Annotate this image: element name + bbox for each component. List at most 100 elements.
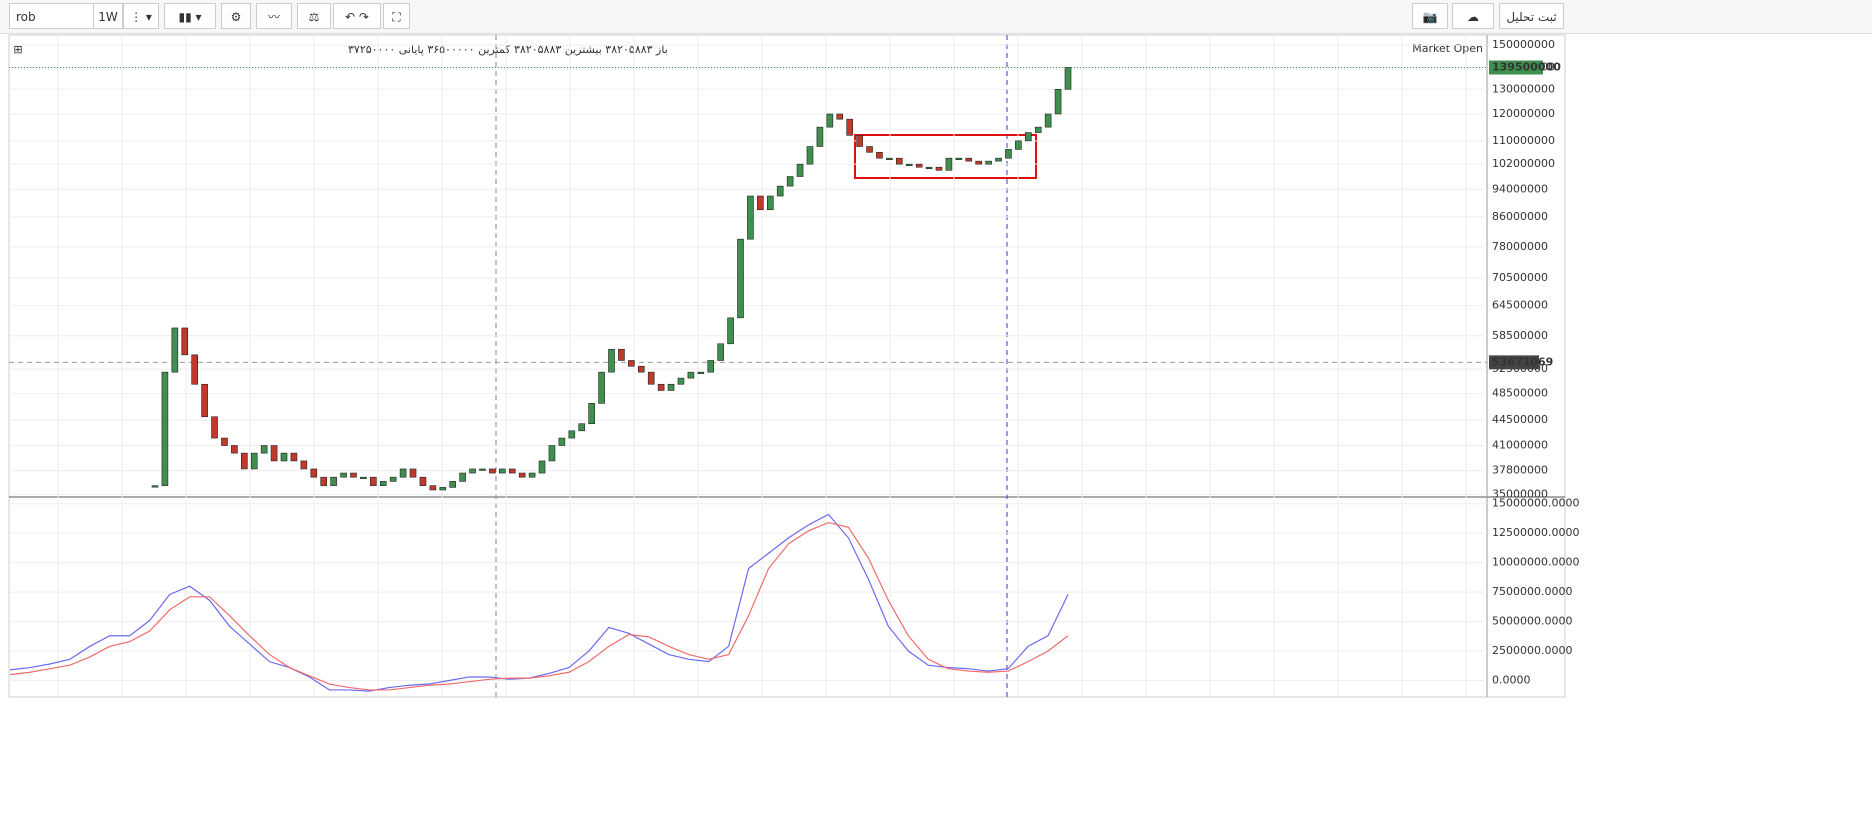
save-analysis[interactable]: ثبت تحلیل	[1499, 3, 1564, 29]
snapshot[interactable]: 📷	[1412, 3, 1448, 29]
annotation-box	[854, 134, 1037, 179]
candle	[568, 430, 576, 439]
candle	[1015, 140, 1022, 150]
candle	[707, 360, 715, 373]
y-tick-label: 15000000.0000	[1492, 497, 1579, 510]
crosshair-label: 53671069	[1492, 355, 1553, 368]
y-tick-label: 0.0000	[1492, 674, 1531, 687]
candle	[419, 476, 427, 486]
y-tick-label: 86000000	[1492, 210, 1548, 223]
cloud[interactable]: ☁	[1452, 3, 1494, 29]
y-tick-label: 12500000.0000	[1492, 526, 1579, 539]
candle	[608, 348, 615, 373]
macd-line	[9, 513, 1069, 692]
candle	[856, 134, 863, 147]
candle	[598, 371, 605, 404]
candle	[846, 118, 853, 136]
candle	[231, 445, 238, 454]
undo-redo[interactable]: ↶ ↷	[333, 3, 381, 29]
menu[interactable]: ⋮ ▾	[123, 3, 159, 29]
candle	[508, 468, 516, 474]
ohlc-header: باز ۳۸۲۰۵۸۸۳ بیشترین ۳۸۲۰۵۸۸۳ کمترین ۳۶۵…	[348, 43, 668, 56]
chart: باز ۳۸۲۰۵۸۸۳ بیشترین ۳۸۲۰۵۸۸۳ کمترین ۳۶۵…	[8, 34, 1579, 698]
compare[interactable]: ⚖	[297, 3, 331, 29]
candle	[915, 163, 923, 168]
y-tick-label: 120000000	[1492, 107, 1555, 120]
candle	[727, 317, 734, 345]
candle	[975, 160, 982, 165]
candle	[866, 146, 873, 153]
y-tick-label: 37800000	[1492, 464, 1548, 477]
indicators[interactable]: 〰	[256, 3, 292, 29]
y-tick-label: 7500000.0000	[1492, 585, 1572, 598]
expand-icon[interactable]: ⊞	[13, 43, 22, 56]
candle	[370, 476, 377, 486]
candle	[538, 460, 546, 474]
candle	[647, 371, 655, 385]
candle	[737, 238, 744, 319]
macd-line	[9, 521, 1069, 691]
candle	[161, 371, 169, 486]
candle	[399, 468, 407, 478]
candle	[796, 163, 804, 177]
candle	[876, 151, 883, 159]
candle	[766, 195, 774, 211]
crosshair-tag	[1489, 355, 1539, 370]
candle	[280, 452, 288, 462]
candle	[389, 476, 397, 482]
candle	[250, 452, 258, 470]
candle	[558, 437, 566, 446]
candle	[786, 176, 794, 187]
candle	[816, 126, 824, 147]
candle	[459, 472, 466, 482]
candle	[191, 354, 198, 385]
candle	[935, 166, 943, 171]
candle	[429, 485, 437, 491]
candle	[757, 195, 764, 211]
interval[interactable]: 1W	[93, 3, 123, 29]
candle	[270, 445, 278, 462]
candle	[320, 476, 328, 486]
candle	[747, 195, 754, 240]
candle	[886, 157, 893, 160]
candle	[499, 468, 506, 474]
y-tick-label: 44500000	[1492, 413, 1548, 426]
candle	[895, 157, 903, 165]
candle	[687, 371, 695, 379]
candle	[985, 160, 992, 165]
candle	[181, 327, 189, 356]
candle	[211, 416, 218, 439]
fullscreen[interactable]: ⛶	[383, 3, 410, 29]
y-tick-label: 130000000	[1492, 82, 1555, 95]
candle	[905, 163, 913, 166]
candle	[171, 327, 179, 373]
candle	[717, 343, 724, 361]
y-tick-label: 2500000.0000	[1492, 644, 1572, 657]
last-price-tag	[1489, 60, 1543, 75]
toolbar: rob 1W ⋮ ▾ ▮▮ ▾ ⚙ 〰 ⚖ ↶ ↷ ⛶ 📷 ☁ ثبت تحلی…	[0, 0, 1872, 34]
candle	[1044, 113, 1052, 128]
candle	[826, 113, 834, 128]
settings[interactable]: ⚙	[221, 3, 251, 29]
candle	[697, 371, 705, 374]
candle	[578, 423, 586, 432]
candle	[588, 403, 595, 425]
status: Market Open	[1412, 42, 1483, 55]
candle	[360, 476, 367, 479]
candle	[965, 157, 973, 162]
chart-type[interactable]: ▮▮ ▾	[164, 3, 216, 29]
symbol-input[interactable]: rob	[9, 3, 94, 29]
candle	[806, 146, 814, 165]
y-tick-label: 70500000	[1492, 271, 1548, 284]
y-tick-label: 150000000	[1492, 38, 1555, 51]
candle	[151, 485, 159, 488]
candle	[518, 472, 526, 478]
candle	[1005, 149, 1012, 159]
candle	[350, 472, 357, 478]
y-tick-label: 102000000	[1492, 157, 1555, 170]
y-tick-label: 10000000.0000	[1492, 556, 1579, 569]
candle	[1064, 67, 1072, 90]
candle	[1025, 132, 1032, 142]
candle	[469, 468, 476, 474]
candle	[489, 468, 496, 474]
